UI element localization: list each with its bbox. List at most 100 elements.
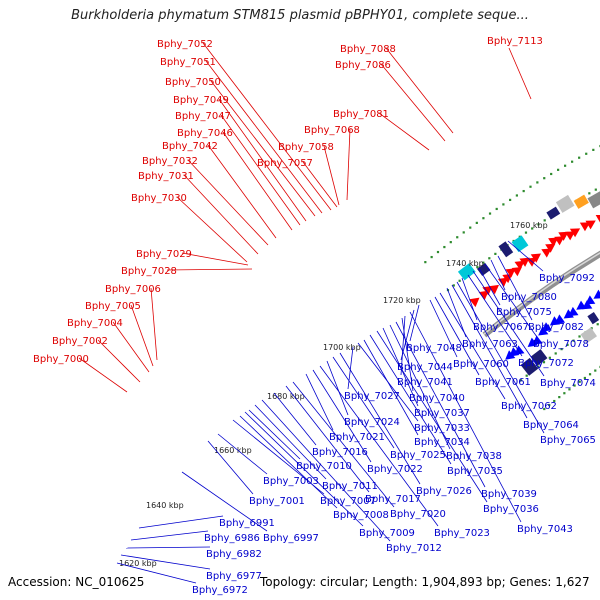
gene-label: Bphy_7020	[390, 509, 446, 520]
gc-dot	[548, 403, 551, 407]
gene-label: Bphy_7050	[165, 77, 221, 88]
leader-line	[451, 284, 528, 419]
reverse-gene-arrow	[568, 306, 579, 317]
gene-label: Bphy_7035	[447, 466, 503, 477]
gc-dot	[578, 380, 581, 383]
gc-dot	[462, 231, 465, 234]
forward-gene-arrow	[545, 243, 556, 253]
gene-label: Bphy_7022	[367, 464, 423, 475]
gc-dot	[443, 245, 446, 249]
leader-line	[166, 268, 253, 271]
gc-dot	[430, 255, 433, 259]
backbone-highlight	[483, 252, 600, 335]
gc-dot	[557, 168, 560, 171]
reverse-gene-arrow	[554, 314, 566, 324]
leader-line	[508, 47, 532, 100]
gene-label: Bphy_7042	[162, 141, 218, 152]
leader-line	[472, 270, 545, 377]
kbp-label: 1680 kbp	[267, 392, 305, 401]
leader-line	[507, 240, 544, 272]
leader-line	[302, 161, 338, 208]
leader-line	[363, 339, 419, 436]
gc-dot	[476, 266, 479, 269]
gene-label: Bphy_7021	[329, 432, 385, 443]
leader-line	[305, 373, 334, 431]
leader-line	[239, 415, 338, 509]
gene-label: Bphy_7016	[312, 447, 368, 458]
leader-line	[395, 321, 486, 488]
leader-line	[138, 515, 224, 529]
gc-dot	[592, 148, 595, 151]
forward-gene-arrow	[558, 231, 569, 241]
gc-dot	[560, 348, 563, 351]
gc-dot	[525, 374, 528, 377]
gene-label: Bphy_7008	[333, 510, 389, 521]
map-title: Burkholderia phymatum STM815 plasmid pBP…	[71, 8, 529, 23]
gene-label: Bphy_7065	[540, 435, 596, 446]
gene-label: Bphy_7028	[121, 266, 177, 277]
leader-line	[446, 287, 467, 338]
gc-dot	[488, 212, 492, 215]
gene-label: Bphy_7041	[397, 377, 453, 388]
gene-label: Bphy_7009	[359, 528, 415, 539]
genome-summary-text: Topology: circular; Length: 1,904,893 bp…	[260, 575, 590, 589]
gc-dot	[566, 343, 569, 346]
leader-line	[217, 433, 268, 475]
gene-label: Bphy_7027	[344, 391, 400, 402]
leader-line	[478, 267, 501, 306]
leader-line	[218, 98, 307, 222]
gene-label: Bphy_7047	[175, 111, 231, 122]
reverse-gene-arrow	[593, 289, 600, 299]
leader-line	[202, 42, 332, 211]
gene-label: Bphy_7033	[414, 423, 470, 434]
leader-line	[248, 409, 301, 460]
gc-dot	[522, 189, 525, 193]
gc-dot	[519, 379, 523, 382]
gc-dot	[563, 392, 566, 395]
leader-line	[409, 304, 420, 342]
feature-tracks	[457, 190, 600, 376]
gene-labels: Bphy_7000 Bphy_7002 Bphy_7004 Bphy_7005 Bphy…	[33, 36, 596, 596]
gene-label: Bphy_7026	[416, 486, 472, 497]
leader-line	[125, 546, 211, 549]
kbp-label: 1760 kbp	[510, 221, 548, 230]
leader-line	[497, 255, 533, 321]
gc-dot	[529, 185, 532, 188]
gene-label: Bphy_7088	[340, 44, 396, 55]
leader-line	[389, 324, 451, 450]
gc-dot	[456, 236, 459, 239]
gene-label: Bphy_7004	[67, 318, 123, 329]
gene-label: Bphy_7031	[138, 171, 194, 182]
gene-label: Bphy_7068	[304, 125, 360, 136]
reverse-gene-arrow	[563, 309, 574, 319]
feature-block	[555, 194, 575, 213]
leader-line	[376, 330, 488, 503]
leader-line	[78, 357, 128, 393]
reverse-gene-arrow	[527, 337, 538, 348]
gene-label: Bphy_7037	[414, 408, 470, 419]
gc-dot	[495, 207, 498, 211]
gene-label: Bphy_7113	[487, 36, 543, 47]
feature-block	[530, 349, 548, 366]
gc-dot	[583, 376, 586, 380]
gene-label: Bphy_7038	[446, 451, 502, 462]
leader-line	[484, 263, 538, 338]
gene-label: Bphy_7082	[528, 322, 584, 333]
leader-line	[346, 128, 351, 201]
leader-line	[112, 321, 150, 373]
gene-label: Bphy_7023	[434, 528, 490, 539]
gc-dot	[537, 223, 540, 226]
leader-line	[187, 159, 269, 246]
gene-label: Bphy_6977	[206, 571, 262, 582]
gene-label: Bphy_7012	[386, 543, 442, 554]
forward-gene-arrow	[502, 273, 513, 284]
gene-label: Bphy_7061	[475, 377, 531, 388]
gc-dot	[578, 156, 581, 159]
label-leader-lines	[78, 42, 545, 584]
leader-line	[244, 411, 364, 527]
leader-line	[254, 404, 327, 480]
leader-line	[339, 352, 421, 485]
leader-line	[409, 311, 522, 523]
gene-label: Bphy_6997	[263, 533, 319, 544]
gc-dot	[558, 396, 561, 399]
